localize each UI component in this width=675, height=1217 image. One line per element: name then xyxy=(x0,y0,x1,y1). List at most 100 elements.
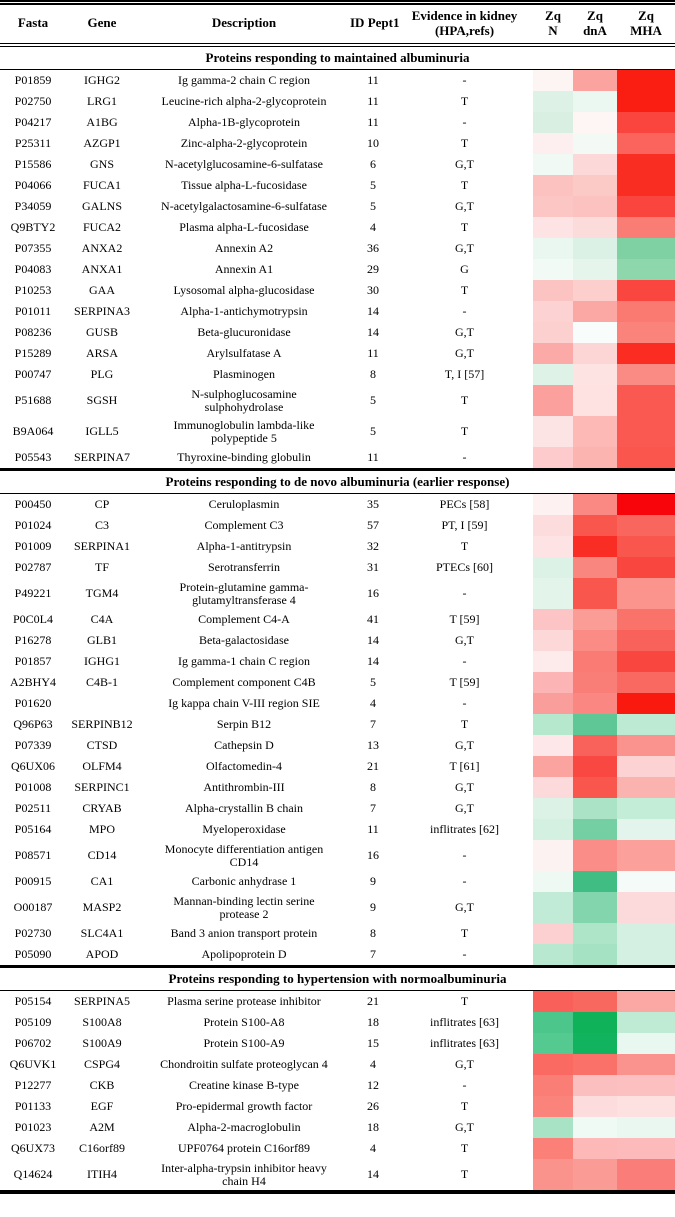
zq-dna-heatmap-cell xyxy=(573,133,617,155)
protein-row: P01859 IGHG2 Ig gamma-2 chain C region 1… xyxy=(0,70,675,92)
evidence-cell: - xyxy=(462,304,467,319)
id-pept1-cell: 30 xyxy=(367,283,379,298)
zq-dna-heatmap-cell xyxy=(573,798,617,820)
description-cell: Alpha-1-antichymotrypsin xyxy=(180,304,308,319)
zq-dna-heatmap-cell xyxy=(573,819,617,841)
protein-row: P01011 SERPINA3 Alpha-1-antichymotrypsin… xyxy=(0,301,675,323)
id-pept1-cell: 29 xyxy=(367,262,379,277)
evidence-cell: G,T xyxy=(455,780,474,795)
description-cell: Monocyte differentiation antigen CD14 xyxy=(164,841,324,869)
id-pept1-cell: 5 xyxy=(370,424,376,439)
description-cell: Olfactomedin-4 xyxy=(206,759,282,774)
description-cell: Leucine-rich alpha-2-glycoprotein xyxy=(161,94,327,109)
protein-row: P04217 A1BG Alpha-1B-glycoprotein 11 - xyxy=(0,112,675,134)
description-cell: Alpha-1B-glycoprotein xyxy=(188,115,300,130)
fasta-cell: Q6UX73 xyxy=(11,1141,55,1156)
evidence-cell: PECs [58] xyxy=(439,497,490,512)
protein-row: P15289 ARSA Arylsulfatase A 11 G,T xyxy=(0,343,675,365)
protein-row: P16278 GLB1 Beta-galactosidase 14 G,T xyxy=(0,630,675,652)
fasta-cell: P04083 xyxy=(14,262,52,277)
fasta-cell: P08236 xyxy=(14,325,52,340)
id-pept1-cell: 11 xyxy=(367,822,379,837)
zq-mha-heatmap-cell xyxy=(617,756,675,778)
zq-n-heatmap-cell xyxy=(533,871,573,893)
zq-dna-heatmap-cell xyxy=(573,944,617,966)
zq-dna-heatmap-cell xyxy=(573,1054,617,1076)
fasta-cell: P16278 xyxy=(14,633,52,648)
gene-cell: EGF xyxy=(90,1099,114,1114)
protein-row: P05164 MPO Myeloperoxidase 11 inflitrate… xyxy=(0,819,675,841)
zq-dna-heatmap-cell xyxy=(573,777,617,799)
zq-dna-heatmap-cell xyxy=(573,1096,617,1118)
fasta-cell: P34059 xyxy=(14,199,52,214)
zq-n-heatmap-cell xyxy=(533,892,573,924)
zq-mha-heatmap-cell xyxy=(617,196,675,218)
zq-mha-heatmap-cell xyxy=(617,280,675,302)
zq-n-heatmap-cell xyxy=(533,364,573,386)
protein-row: A2BHY4 C4B-1 Complement component C4B 5 … xyxy=(0,672,675,694)
protein-row: P12277 CKB Creatine kinase B-type 12 - xyxy=(0,1075,675,1097)
zq-dna-heatmap-cell xyxy=(573,840,617,872)
description-cell: Ceruloplasmin xyxy=(208,497,280,512)
col-header-zq-dna: Zq dnA xyxy=(583,8,607,38)
zq-mha-heatmap-cell xyxy=(617,91,675,113)
col-header-evidence-line2: (HPA,refs) xyxy=(434,22,495,38)
id-pept1-cell: 4 xyxy=(370,220,376,235)
description-cell: Antithrombin-III xyxy=(203,780,285,795)
id-pept1-cell: 4 xyxy=(370,696,376,711)
zq-mha-heatmap-cell xyxy=(617,777,675,799)
zq-dna-heatmap-cell xyxy=(573,322,617,344)
zq-n-heatmap-cell xyxy=(533,578,573,610)
fasta-cell: P01620 xyxy=(14,696,52,711)
zq-mha-heatmap-cell xyxy=(617,991,675,1013)
gene-cell: S100A9 xyxy=(82,1036,122,1051)
fasta-cell: P05543 xyxy=(14,450,52,465)
evidence-cell: - xyxy=(462,947,467,962)
zq-dna-heatmap-cell xyxy=(573,578,617,610)
zq-mha-heatmap-cell xyxy=(617,133,675,155)
evidence-cell: T xyxy=(460,424,469,439)
gene-cell: CD14 xyxy=(87,848,117,863)
evidence-cell: - xyxy=(462,848,467,863)
evidence-cell: T xyxy=(460,283,469,298)
fasta-cell: P05109 xyxy=(14,1015,52,1030)
evidence-cell: T xyxy=(460,94,469,109)
protein-row: Q6UVK1 CSPG4 Chondroitin sulfate proteog… xyxy=(0,1054,675,1076)
table-body: Proteins responding to maintained albumi… xyxy=(0,47,675,1191)
gene-cell: C3 xyxy=(94,518,109,533)
zq-mha-heatmap-cell xyxy=(617,609,675,631)
zq-n-heatmap-cell xyxy=(533,301,573,323)
zq-mha-heatmap-cell xyxy=(617,1138,675,1160)
evidence-cell: G,T xyxy=(455,241,474,256)
zq-dna-heatmap-cell xyxy=(573,693,617,715)
zq-n-heatmap-cell xyxy=(533,735,573,757)
gene-cell: C4A xyxy=(90,612,114,627)
table-header-row: Fasta Gene Description ID Pept1 Evidence… xyxy=(0,5,675,48)
evidence-cell: G,T xyxy=(455,325,474,340)
zq-mha-heatmap-cell xyxy=(617,217,675,239)
id-pept1-cell: 12 xyxy=(367,1078,379,1093)
description-cell: Complement C3 xyxy=(204,518,284,533)
description-cell: Plasma alpha-L-fucosidase xyxy=(179,220,309,235)
zq-mha-heatmap-cell xyxy=(617,515,675,537)
zq-dna-heatmap-cell xyxy=(573,630,617,652)
gene-cell: CRYAB xyxy=(82,801,122,816)
zq-mha-heatmap-cell xyxy=(617,651,675,673)
evidence-cell: G xyxy=(460,262,469,277)
protein-row: P00747 PLG Plasminogen 8 T, I [57] xyxy=(0,364,675,386)
protein-row: P05154 SERPINA5 Plasma serine protease i… xyxy=(0,991,675,1013)
description-cell: Thyroxine-binding globulin xyxy=(177,450,311,465)
protein-row: P08236 GUSB Beta-glucuronidase 14 G,T xyxy=(0,322,675,344)
col-header-zq-n: Zq N xyxy=(545,8,561,38)
gene-cell: IGLL5 xyxy=(85,424,119,439)
zq-dna-heatmap-cell xyxy=(573,385,617,417)
protein-row: P01009 SERPINA1 Alpha-1-antitrypsin 32 T xyxy=(0,536,675,558)
gene-cell: SERPINA7 xyxy=(73,450,130,465)
protein-row: P05090 APOD Apolipoprotein D 7 - xyxy=(0,944,675,966)
id-pept1-cell: 11 xyxy=(367,115,379,130)
zq-n-heatmap-cell xyxy=(533,840,573,872)
fasta-cell: P06702 xyxy=(14,1036,52,1051)
zq-n-heatmap-cell xyxy=(533,536,573,558)
id-pept1-cell: 5 xyxy=(370,178,376,193)
gene-cell: CTSD xyxy=(86,738,118,753)
